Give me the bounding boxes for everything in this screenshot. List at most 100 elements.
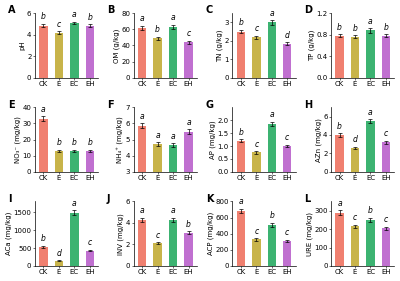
Y-axis label: TN (g/kg): TN (g/kg): [216, 29, 223, 62]
Text: c: c: [57, 20, 61, 29]
Bar: [55, 33, 63, 78]
Bar: [86, 151, 94, 172]
Text: a: a: [368, 108, 373, 117]
Bar: [39, 26, 48, 78]
Bar: [169, 220, 177, 266]
Text: a: a: [270, 9, 274, 18]
Bar: [138, 220, 146, 266]
Bar: [39, 119, 48, 172]
Bar: [153, 38, 162, 78]
Text: b: b: [238, 18, 243, 27]
Text: c: c: [384, 215, 388, 224]
Bar: [283, 44, 292, 78]
Bar: [351, 148, 359, 172]
Bar: [268, 124, 276, 172]
Text: D: D: [304, 5, 312, 15]
Text: a: a: [140, 206, 144, 215]
Text: d: d: [285, 31, 290, 40]
Y-axis label: pH: pH: [20, 41, 26, 50]
Text: c: c: [254, 140, 258, 149]
Text: b: b: [56, 138, 61, 147]
Text: b: b: [88, 13, 92, 22]
Text: b: b: [41, 235, 46, 244]
Text: a: a: [186, 117, 191, 126]
Text: C: C: [206, 5, 213, 15]
Text: a: a: [171, 13, 175, 22]
Text: b: b: [88, 138, 92, 147]
Text: b: b: [337, 22, 342, 31]
Y-axis label: NO₃⁻ (mg/kg): NO₃⁻ (mg/kg): [14, 116, 21, 163]
Bar: [70, 212, 79, 266]
Text: b: b: [337, 122, 342, 131]
Text: I: I: [8, 194, 12, 204]
Text: d: d: [56, 249, 61, 258]
Bar: [236, 32, 245, 78]
Text: c: c: [353, 213, 357, 222]
Text: A: A: [8, 5, 16, 15]
Text: G: G: [206, 99, 214, 110]
Text: c: c: [186, 29, 191, 38]
Bar: [268, 22, 276, 78]
Bar: [382, 36, 390, 78]
Bar: [382, 142, 390, 172]
Text: E: E: [8, 99, 15, 110]
Bar: [86, 26, 94, 78]
Text: B: B: [107, 5, 114, 15]
Bar: [283, 146, 292, 172]
Text: c: c: [88, 238, 92, 247]
Bar: [138, 126, 146, 220]
Text: b: b: [72, 138, 77, 147]
Text: a: a: [270, 110, 274, 119]
Text: a: a: [140, 14, 144, 23]
Text: b: b: [238, 128, 243, 137]
Text: H: H: [304, 99, 312, 110]
Text: K: K: [206, 194, 213, 204]
Y-axis label: INV (mg/kg): INV (mg/kg): [118, 213, 124, 255]
Bar: [283, 241, 292, 266]
Bar: [351, 226, 359, 266]
Text: c: c: [254, 24, 258, 33]
Bar: [252, 37, 260, 78]
Y-axis label: URE (mg/kg): URE (mg/kg): [306, 212, 313, 256]
Text: a: a: [171, 132, 175, 141]
Text: b: b: [352, 24, 358, 33]
Bar: [366, 30, 375, 78]
Bar: [236, 211, 245, 266]
Bar: [138, 28, 146, 78]
Bar: [335, 36, 344, 78]
Text: c: c: [156, 231, 160, 240]
Bar: [366, 220, 375, 266]
Bar: [153, 243, 162, 266]
Y-axis label: AP (mg/kg): AP (mg/kg): [210, 120, 216, 159]
Text: b: b: [384, 22, 388, 31]
Bar: [252, 239, 260, 266]
Bar: [184, 233, 193, 266]
Y-axis label: AZn (mg/kg): AZn (mg/kg): [315, 118, 322, 162]
Text: a: a: [238, 197, 243, 206]
Text: J: J: [107, 194, 110, 204]
Text: L: L: [304, 194, 311, 204]
Text: a: a: [72, 10, 77, 19]
Y-axis label: ACa (mg/kg): ACa (mg/kg): [6, 212, 12, 255]
Bar: [236, 141, 245, 172]
Text: a: a: [368, 17, 373, 26]
Bar: [184, 132, 193, 220]
Y-axis label: OM (g/kg): OM (g/kg): [113, 28, 120, 63]
Text: a: a: [140, 112, 144, 121]
Bar: [252, 153, 260, 172]
Bar: [382, 228, 390, 266]
Text: a: a: [41, 105, 46, 114]
Text: a: a: [171, 206, 175, 215]
Bar: [268, 225, 276, 266]
Text: c: c: [384, 130, 388, 139]
Bar: [169, 27, 177, 78]
Text: F: F: [107, 99, 114, 110]
Text: b: b: [368, 207, 373, 216]
Text: d: d: [352, 135, 358, 144]
Text: b: b: [41, 12, 46, 21]
Bar: [55, 151, 63, 172]
Y-axis label: ACP (mg/kg): ACP (mg/kg): [208, 212, 214, 255]
Y-axis label: TP (g/kg): TP (g/kg): [308, 30, 315, 61]
Text: b: b: [269, 212, 274, 221]
Text: c: c: [285, 133, 289, 142]
